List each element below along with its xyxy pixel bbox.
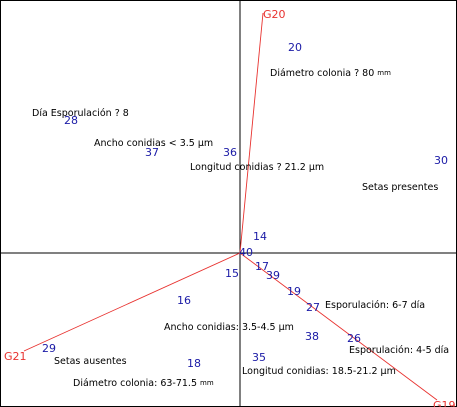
point-label-17: 17 <box>255 260 269 273</box>
vector-label-g21: G21 <box>4 350 27 363</box>
annotation-3: Longitud conidias ? 21.2 µm <box>190 162 324 173</box>
point-label-20: 20 <box>288 41 302 54</box>
vector-label-g19: G19 <box>433 399 456 407</box>
annotation-2: Ancho conidias < 3.5 µm <box>94 138 213 149</box>
vector-g21 <box>23 252 241 352</box>
point-label-35: 35 <box>252 351 266 364</box>
vector-g19 <box>239 252 438 401</box>
annotation-4: Setas presentes <box>362 182 438 193</box>
point-label-14: 14 <box>253 230 267 243</box>
annotation-0: Diámetro colonia ? 80 mm <box>270 68 391 79</box>
point-label-36: 36 <box>223 146 237 159</box>
point-label-29: 29 <box>42 342 56 355</box>
point-label-26: 26 <box>347 332 361 345</box>
annotation-9: Longitud conidias: 18.5-21.2 µm <box>242 366 396 377</box>
annotation-8: Setas ausentes <box>54 356 127 367</box>
annotation-5: Esporulación: 6-7 día <box>325 300 425 311</box>
annotation-6: Ancho conidias: 3.5-4.5 µm <box>164 322 294 333</box>
point-label-40: 40 <box>239 246 253 259</box>
annotation-7: Esporulación: 4-5 día <box>349 345 449 356</box>
point-label-27: 27 <box>306 301 320 314</box>
vector-label-g20: G20 <box>263 8 286 21</box>
annotation-1: Día Esporulación ? 8 <box>32 108 129 119</box>
point-label-16: 16 <box>177 294 191 307</box>
vector-g20 <box>239 12 264 254</box>
point-label-37: 37 <box>145 146 159 159</box>
point-label-19: 19 <box>287 285 301 298</box>
point-label-18: 18 <box>187 357 201 370</box>
point-label-39: 39 <box>266 269 280 282</box>
point-label-15: 15 <box>225 267 239 280</box>
point-label-28: 28 <box>64 114 78 127</box>
point-label-38: 38 <box>305 330 319 343</box>
point-label-30: 30 <box>434 154 448 167</box>
annotation-10: Diámetro colonia: 63-71.5 mm <box>73 378 214 389</box>
